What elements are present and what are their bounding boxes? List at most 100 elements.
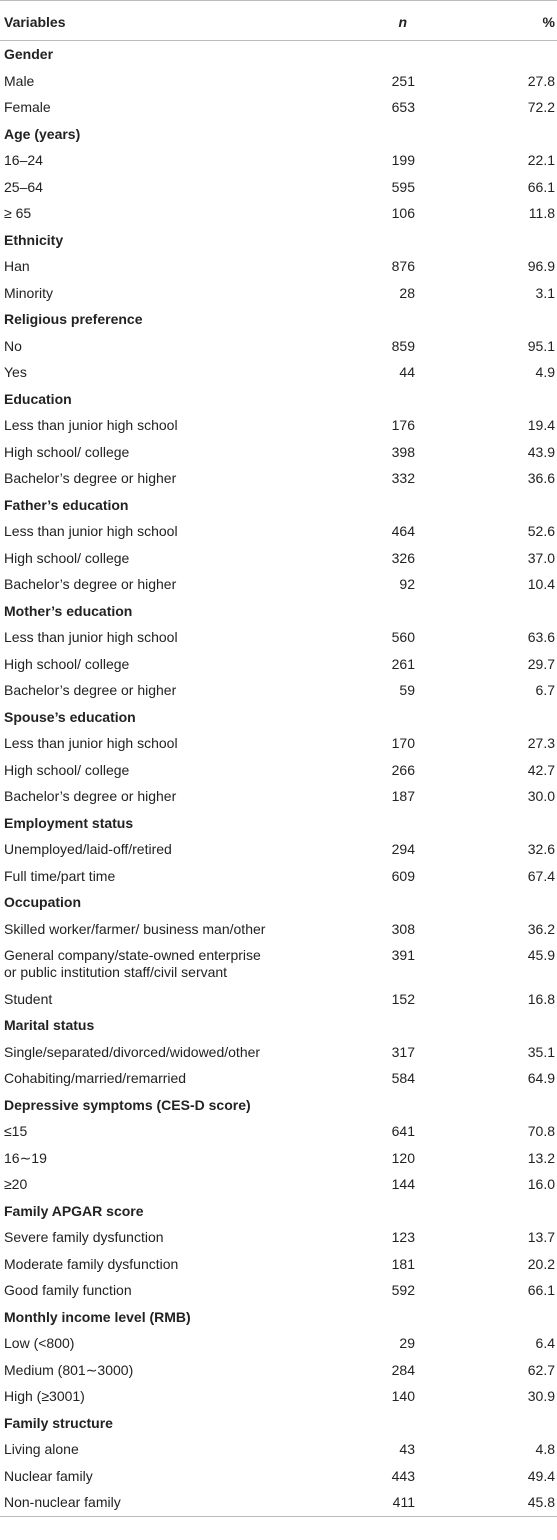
count-cell: 560: [391, 629, 415, 645]
data-row: Less than junior high school 560 63.6: [0, 624, 557, 651]
row-label: Unemployed/laid-off/retired: [4, 841, 172, 857]
count-cell: 464: [391, 523, 415, 539]
row-label: Less than junior high school: [4, 523, 178, 539]
row-label: Bachelor’s degree or higher: [4, 788, 177, 804]
percent-cell: 67.4: [527, 867, 555, 884]
section-title: Gender: [4, 46, 54, 62]
count-cell: 199: [391, 152, 415, 168]
row-label: ≥20: [4, 1176, 28, 1192]
data-row: Bachelor’s degree or higher 59 6.7: [0, 677, 557, 704]
count-cell: 876: [391, 258, 415, 274]
section-row: Monthly income level (RMB): [0, 1304, 557, 1331]
data-row: High school/ college 266 42.7: [0, 757, 557, 784]
row-label: High school/ college: [4, 761, 130, 778]
data-row: High school/ college 326 37.0: [0, 545, 557, 572]
percent-cell: 35.1: [527, 1043, 555, 1060]
count-cell: 653: [391, 99, 415, 115]
percent-cell: 3.1: [535, 284, 555, 301]
section-title: Family structure: [4, 1414, 113, 1431]
count-cell: 152: [391, 990, 415, 1007]
percent-cell: 27.8: [527, 72, 555, 89]
row-label: Student: [4, 990, 53, 1007]
count-cell: 391: [391, 947, 415, 963]
row-label: Male: [4, 72, 35, 89]
percent-cell: 6.7: [535, 682, 555, 698]
percent-cell: 45.8: [527, 1494, 555, 1510]
count-cell: 595: [391, 178, 415, 195]
row-label: ≤15: [4, 1123, 28, 1139]
data-row: Bachelor’s degree or higher 187 30.0: [0, 783, 557, 810]
row-label: Good family function: [4, 1282, 132, 1298]
section-title: Religious preference: [4, 311, 143, 327]
row-label: Less than junior high school: [4, 735, 178, 751]
section-row: Occupation: [0, 889, 557, 916]
data-row: 16–24 199 22.1: [0, 147, 557, 174]
percent-cell: 32.6: [527, 841, 555, 857]
percent-cell: 42.7: [527, 761, 555, 778]
row-label: Non-nuclear family: [4, 1494, 121, 1510]
percent-cell: 19.4: [527, 417, 555, 433]
data-row: Medium (801∼3000) 284 62.7: [0, 1357, 557, 1384]
data-row: Minority 28 3.1: [0, 280, 557, 307]
percent-cell: 49.4: [527, 1467, 555, 1484]
percent-cell: 45.9: [527, 947, 555, 963]
row-label: Yes: [4, 364, 27, 380]
count-cell: 584: [391, 1070, 415, 1086]
data-row: High school/ college 261 29.7: [0, 651, 557, 678]
percent-cell: 36.6: [527, 470, 555, 486]
count-cell: 44: [399, 364, 415, 380]
data-row: Cohabiting/married/remarried 584 64.9: [0, 1065, 557, 1092]
percent-cell: 13.2: [527, 1149, 555, 1166]
data-row: Female 653 72.2: [0, 94, 557, 121]
row-label: Moderate family dysfunction: [4, 1255, 179, 1272]
count-cell: 43: [399, 1441, 415, 1457]
row-label: Medium (801∼3000): [4, 1361, 134, 1378]
section-row: Father’s education: [0, 492, 557, 519]
section-row: Religious preference: [0, 306, 557, 333]
data-row: Severe family dysfunction 123 13.7: [0, 1224, 557, 1251]
row-label: Low (<800): [4, 1335, 75, 1351]
section-row: Mother’s education: [0, 598, 557, 625]
row-label: Bachelor’s degree or higher: [4, 682, 177, 698]
percent-cell: 11.8: [528, 205, 555, 221]
count-cell: 140: [391, 1388, 415, 1404]
count-cell: 92: [399, 576, 415, 592]
percent-cell: 36.2: [527, 920, 555, 937]
percent-cell: 43.9: [527, 443, 555, 460]
row-label: Female: [4, 99, 51, 115]
section-row: Age (years): [0, 121, 557, 148]
section-title: Ethnicity: [4, 231, 64, 248]
count-cell: 170: [391, 735, 415, 751]
section-title: Occupation: [4, 894, 82, 910]
percent-cell: 72.2: [527, 99, 555, 115]
data-row: ≥20 144 16.0: [0, 1171, 557, 1198]
count-cell: 59: [399, 682, 415, 698]
percent-cell: 30.0: [527, 788, 555, 804]
row-label: Less than junior high school: [4, 417, 178, 433]
section-title: Spouse’s education: [4, 708, 136, 725]
data-row: No 859 95.1: [0, 333, 557, 360]
count-cell: 181: [391, 1255, 415, 1272]
percent-cell: 13.7: [527, 1229, 555, 1245]
data-row: Han 876 96.9: [0, 253, 557, 280]
row-label: Living alone: [4, 1441, 79, 1457]
section-title: Mother’s education: [4, 602, 133, 619]
data-row: Non-nuclear family 411 45.8: [0, 1489, 557, 1516]
row-label: Nuclear family: [4, 1467, 93, 1484]
data-row: ≥ 65 106 11.8: [0, 200, 557, 227]
section-title: Depressive symptoms (CES-D score): [4, 1096, 251, 1113]
count-cell: 411: [392, 1494, 415, 1510]
count-cell: 28: [399, 284, 415, 301]
row-label: 25–64: [4, 178, 43, 195]
section-row: Family APGAR score: [0, 1198, 557, 1225]
percent-cell: 64.9: [527, 1070, 555, 1086]
row-label: General company/state-owned enterprise or…: [0, 942, 355, 986]
section-title: Father’s education: [4, 496, 129, 513]
section-row: Education: [0, 386, 557, 413]
count-cell: 176: [391, 417, 415, 433]
count-cell: 294: [391, 841, 415, 857]
row-label: No: [4, 337, 22, 354]
data-row: High school/ college 398 43.9: [0, 439, 557, 466]
section-row: Depressive symptoms (CES-D score): [0, 1092, 557, 1119]
